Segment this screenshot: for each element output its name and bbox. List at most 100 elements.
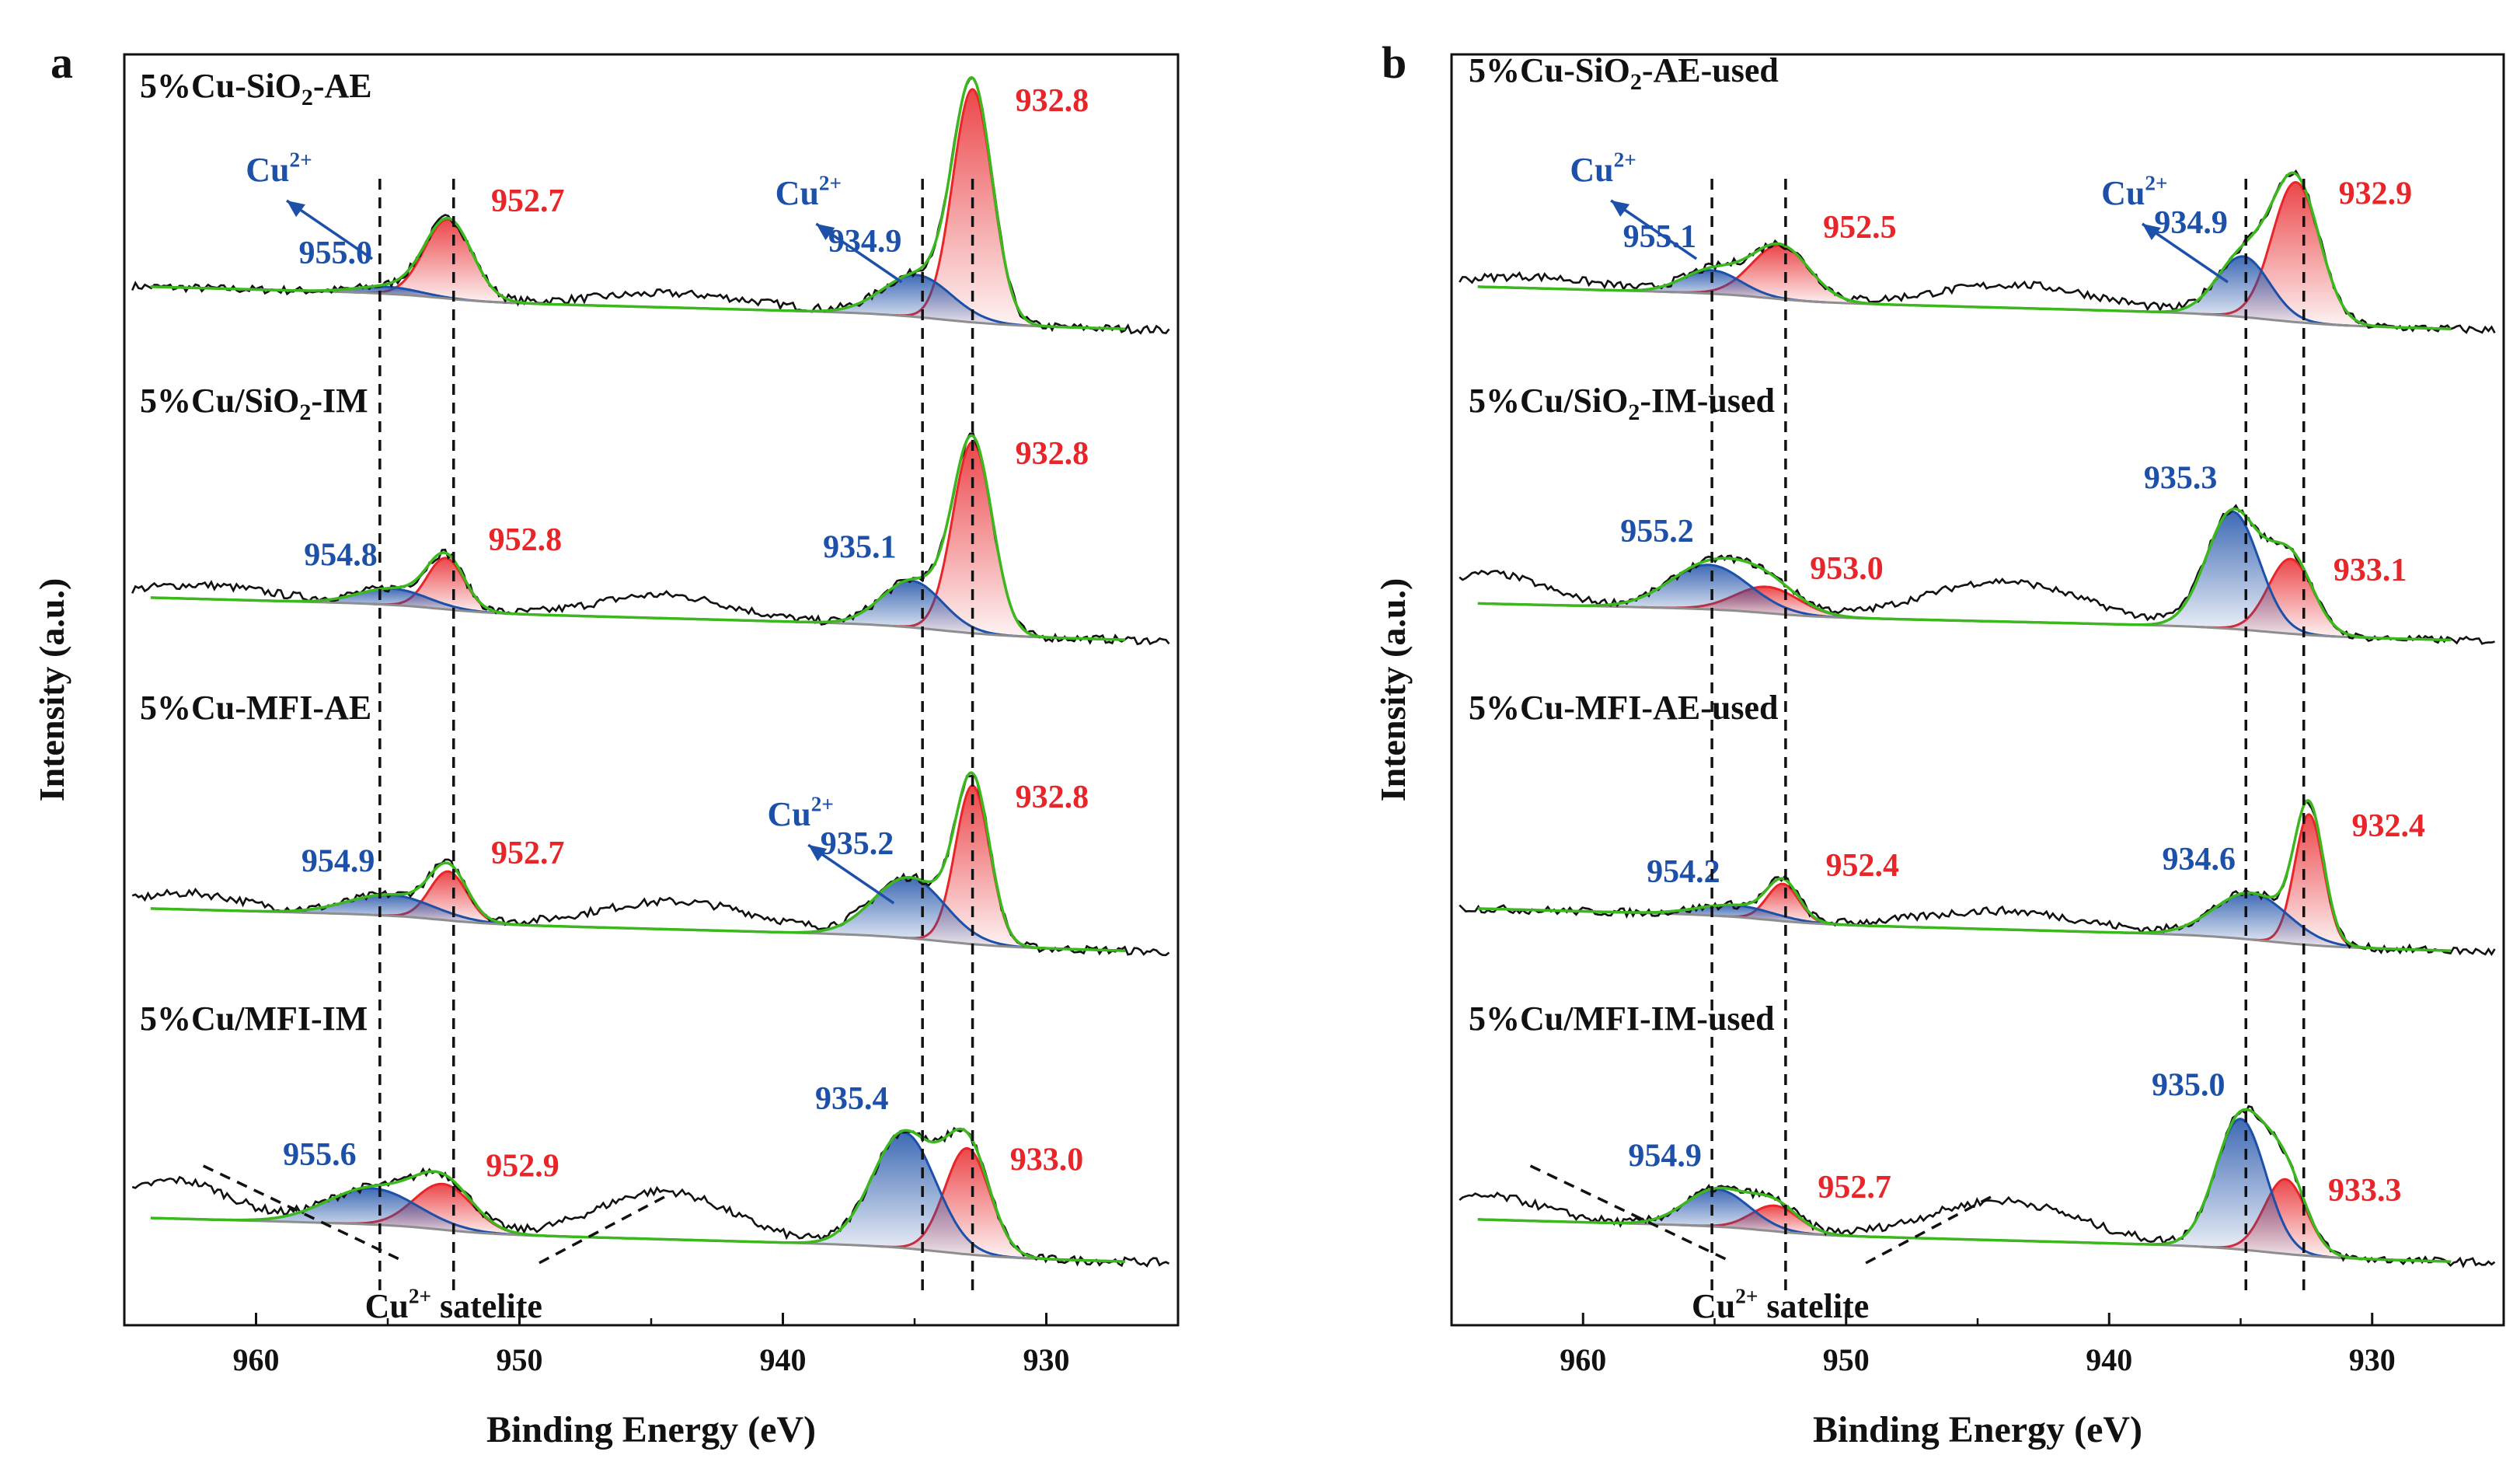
sample-label: 5%Cu-SiO2-AE xyxy=(140,67,372,110)
peak-fill xyxy=(767,878,1052,949)
panel-letter: a xyxy=(51,37,73,88)
peak-value-label: 952.7 xyxy=(491,836,565,871)
arrow-head xyxy=(1611,200,1630,217)
spectrum: 5%Cu/SiO2-IM-used 933.1 935.3 953.0 955.2 xyxy=(1459,382,2495,645)
satellite-label: Cu2+ satelite xyxy=(365,1285,542,1325)
peak-value-label: 932.4 xyxy=(2352,808,2426,844)
peak-value-label: 954.2 xyxy=(1647,854,1720,890)
x-tick-label: 960 xyxy=(1560,1342,1606,1377)
peak-value-label: 952.4 xyxy=(1826,848,1900,884)
sample-label: 5%Cu/SiO2-IM xyxy=(140,382,368,425)
peak-fill xyxy=(353,219,543,305)
peak-fill xyxy=(256,588,531,615)
peak-value-label: 952.8 xyxy=(489,522,563,558)
peak-value-label: 935.3 xyxy=(2144,460,2218,496)
x-tick-label: 930 xyxy=(2349,1342,2396,1377)
peak-value-label: 934.9 xyxy=(2154,205,2228,241)
panel-letter: b xyxy=(1382,37,1406,88)
peak-value-label: 954.9 xyxy=(301,843,375,879)
sample-label: 5%Cu-MFI-AE xyxy=(140,689,371,727)
peak-value-label: 933.1 xyxy=(2334,553,2407,588)
arrow-head xyxy=(808,845,828,862)
peak-fill xyxy=(2201,1179,2370,1259)
peak-value-label: 933.0 xyxy=(1010,1142,1084,1178)
arrow-head xyxy=(287,201,305,218)
cu2-annotation: Cu2+ xyxy=(776,171,842,211)
peak-fill xyxy=(1596,270,1828,302)
fit-envelope xyxy=(150,75,1126,330)
y-axis-label: Intensity (a.u.) xyxy=(1373,578,1413,802)
peak-fill xyxy=(1551,564,1867,619)
fit-envelope xyxy=(1477,171,2452,330)
x-tick-label: 940 xyxy=(760,1342,807,1377)
cu2-annotation: Cu2+ xyxy=(768,793,834,833)
peak-fill xyxy=(1680,1206,1870,1237)
peak-fill xyxy=(2138,256,2349,326)
peak-fill xyxy=(877,1148,1058,1260)
peak-fill xyxy=(2251,814,2367,948)
peak-value-label: 932.8 xyxy=(1016,436,1089,472)
peak-value-label: 935.1 xyxy=(823,529,897,565)
satellite-arrow xyxy=(1865,1195,1992,1265)
peak-fill xyxy=(2127,511,2338,637)
fit-envelope xyxy=(150,1127,1126,1263)
cu2-annotation: Cu2+ xyxy=(1570,148,1636,188)
sample-label: 5%Cu/MFI-IM-used xyxy=(1469,1000,1775,1038)
peak-value-label: 952.7 xyxy=(1818,1170,1891,1206)
spectrum: 5%Cu/SiO2-IM 932.8 935.1 952.8 954.8 xyxy=(131,382,1170,646)
peak-fill xyxy=(780,274,1054,327)
peak-value-label: 954.9 xyxy=(1628,1138,1702,1174)
spectrum: 5%Cu/MFI-IM 933.0 935.4 952.9 955.6 xyxy=(131,1000,1170,1268)
arrow-head xyxy=(2142,223,2161,240)
sample-label: 5%Cu-SiO2-AE-used xyxy=(1469,51,1779,95)
satellite-label: Cu2+ satelite xyxy=(1692,1285,1869,1325)
peak-value-label: 954.8 xyxy=(304,537,378,573)
sample-label: 5%Cu-MFI-AE-used xyxy=(1469,689,1778,727)
y-axis-label: Intensity (a.u.) xyxy=(32,578,71,802)
peak-fill xyxy=(2103,892,2399,950)
spectrum: 5%Cu-SiO2-AE-used 932.9 934.9 952.5 955.1 Cu2… xyxy=(1459,51,2496,334)
peak-value-label: 934.6 xyxy=(2163,842,2236,878)
cu2-annotation: Cu2+ xyxy=(246,148,312,189)
fit-envelope xyxy=(150,771,1126,952)
satellite-arrow xyxy=(538,1195,665,1265)
panel-b: b 960 950 940 930 Binding Energy (eV) Intensit… xyxy=(1373,37,2505,1450)
x-axis-label: Binding Energy (eV) xyxy=(486,1409,816,1450)
peak-value-label: 934.9 xyxy=(828,224,902,260)
fit-envelope xyxy=(1477,1108,2452,1263)
fit-envelope xyxy=(1477,799,2452,952)
peak-fill xyxy=(2140,1118,2341,1258)
peak-value-label: 935.4 xyxy=(815,1081,889,1117)
panel-a: a 960 950 940 930 Binding Energy (eV) Intensit… xyxy=(32,37,1180,1450)
fit-envelope xyxy=(1477,508,2452,642)
peak-fill xyxy=(193,1188,552,1237)
peak-value-label: 952.9 xyxy=(486,1148,559,1184)
peak-value-label: 955.0 xyxy=(299,236,373,271)
peak-fill xyxy=(904,785,1041,948)
fit-envelope xyxy=(150,434,1126,641)
peak-fill xyxy=(2201,182,2391,327)
peak-value-label: 955.2 xyxy=(1620,514,1694,550)
peak-fill xyxy=(1588,905,1884,926)
arrow-head xyxy=(816,223,835,240)
peak-value-label: 952.7 xyxy=(491,183,565,219)
cu2-annotation: Cu2+ xyxy=(2101,171,2167,211)
peak-value-label: 932.8 xyxy=(1016,780,1089,815)
peak-fill xyxy=(777,1132,1031,1259)
peak-value-label: 955.1 xyxy=(1623,219,1697,255)
peak-value-label: 952.5 xyxy=(1823,210,1897,246)
x-tick-label: 950 xyxy=(497,1342,543,1377)
spectrum: 5%Cu-MFI-AE 932.8 935.2 952.7 954.9 Cu2+ xyxy=(131,689,1170,957)
peak-fill xyxy=(221,895,559,926)
peak-value-label: 935.2 xyxy=(821,826,894,862)
peak-value-label: 955.6 xyxy=(283,1137,357,1173)
peak-value-label: 932.8 xyxy=(1016,83,1089,119)
sample-label: 5%Cu/MFI-IM xyxy=(140,1000,368,1038)
raw-data xyxy=(1459,1104,2496,1268)
x-axis-label: Binding Energy (eV) xyxy=(1813,1409,2142,1450)
sample-label: 5%Cu/SiO2-IM-used xyxy=(1469,382,1775,425)
x-tick-label: 950 xyxy=(1823,1342,1870,1377)
x-tick-label: 960 xyxy=(233,1342,280,1377)
peak-fill xyxy=(2201,559,2380,639)
